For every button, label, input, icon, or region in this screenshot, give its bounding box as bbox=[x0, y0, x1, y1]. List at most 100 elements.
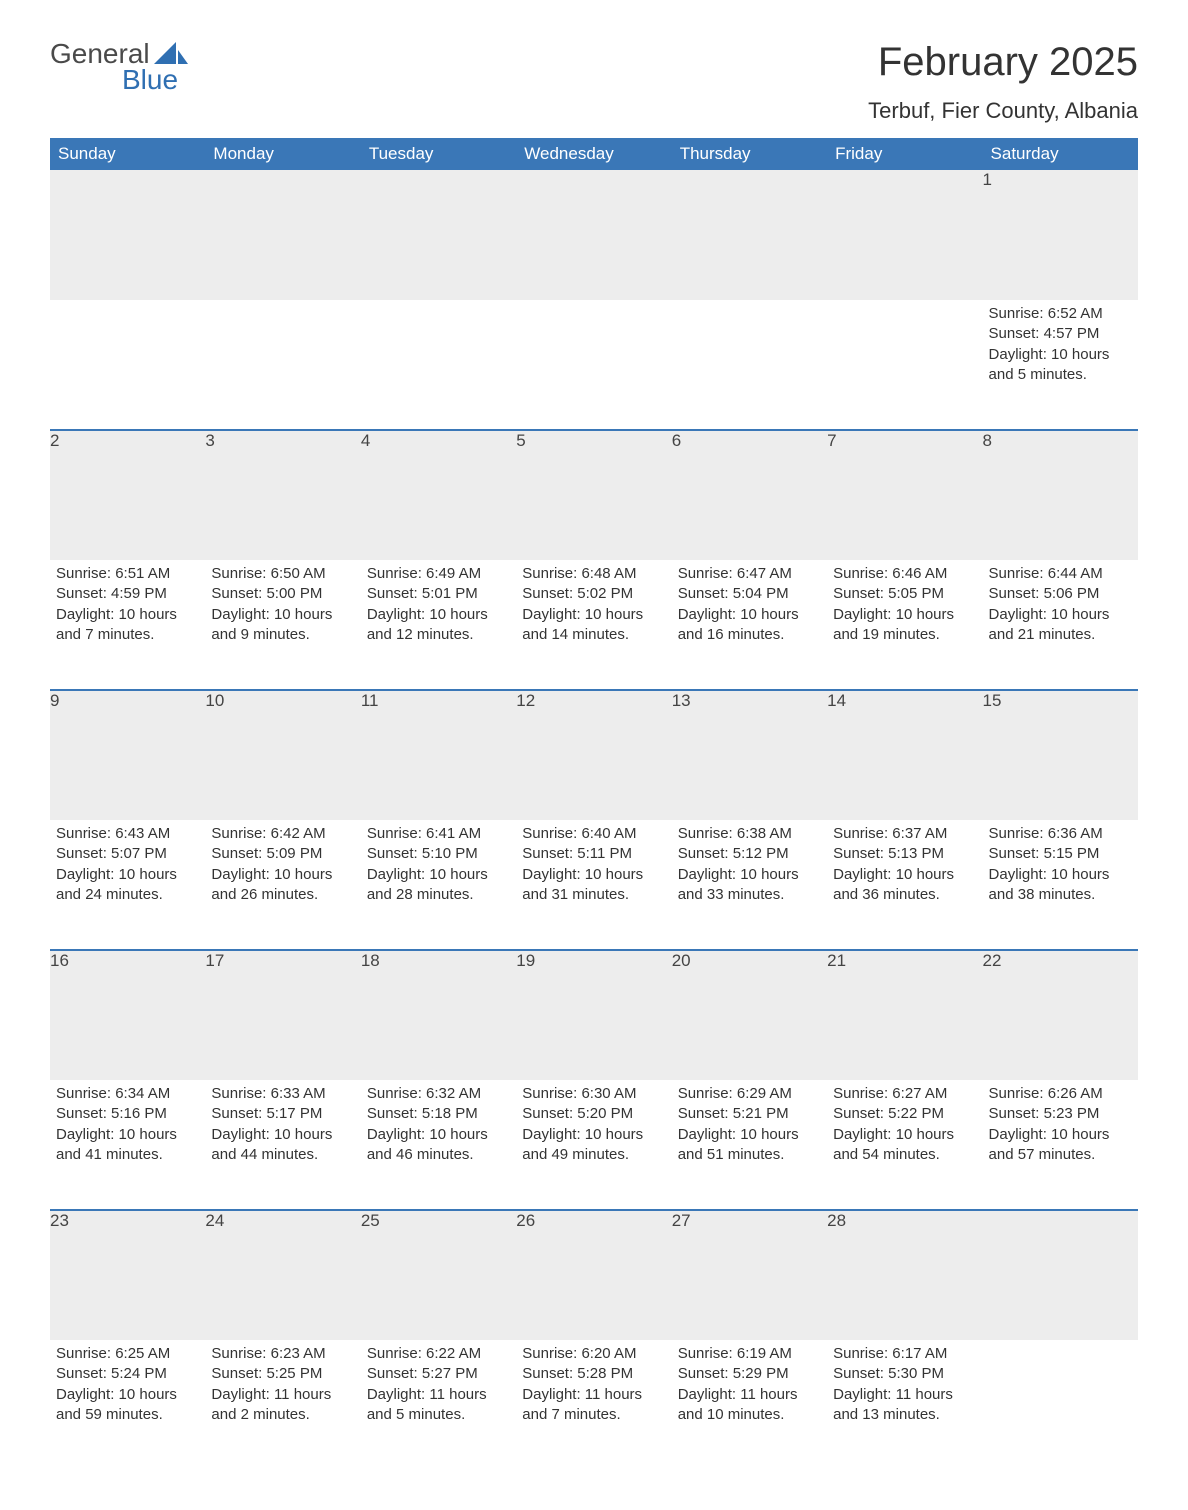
day-number-cell: 5 bbox=[516, 430, 671, 560]
day-number-cell bbox=[50, 170, 205, 300]
sunset-line: Sunset: 5:10 PM bbox=[367, 844, 510, 864]
daylight-line: Daylight: 11 hours and 10 minutes. bbox=[678, 1385, 821, 1426]
daylight-line: Daylight: 10 hours and 49 minutes. bbox=[522, 1125, 665, 1166]
daydata-row: Sunrise: 6:34 AMSunset: 5:16 PM Daylight:… bbox=[50, 1080, 1138, 1210]
day-details: Sunrise: 6:50 AMSunset: 5:00 PMDaylight:… bbox=[205, 560, 360, 659]
sunrise-line: Sunrise: 6:17 AM bbox=[833, 1344, 976, 1364]
sunrise-line: Sunrise: 6:51 AM bbox=[56, 564, 199, 584]
daylight-line: Daylight: 10 hours and 36 minutes. bbox=[833, 865, 976, 906]
day-cell: Sunrise: 6:47 AMSunset: 5:04 PMDaylight:… bbox=[672, 560, 827, 690]
day-details: Sunrise: 6:41 AMSunset: 5:10 PMDaylight:… bbox=[361, 820, 516, 919]
day-cell: Sunrise: 6:32 AMSunset: 5:18 PMDaylight:… bbox=[361, 1080, 516, 1210]
day-number-cell: 21 bbox=[827, 950, 982, 1080]
daylight-line: Daylight: 10 hours and 51 minutes. bbox=[678, 1125, 821, 1166]
day-cell bbox=[516, 300, 671, 430]
daylight-line: Daylight: 10 hours and 19 minutes. bbox=[833, 605, 976, 646]
daylight-line: Daylight: 11 hours and 7 minutes. bbox=[522, 1385, 665, 1426]
weekday-header-row: Sunday Monday Tuesday Wednesday Thursday… bbox=[50, 138, 1138, 170]
day-cell: Sunrise: 6:29 AMSunset: 5:21 PMDaylight:… bbox=[672, 1080, 827, 1210]
day-details: Sunrise: 6:52 AMSunset: 4:57 PMDaylight:… bbox=[983, 300, 1138, 399]
sunset-line: Sunset: 5:02 PM bbox=[522, 584, 665, 604]
day-details: Sunrise: 6:46 AMSunset: 5:05 PMDaylight:… bbox=[827, 560, 982, 659]
day-number-cell: 18 bbox=[361, 950, 516, 1080]
sunset-line: Sunset: 5:04 PM bbox=[678, 584, 821, 604]
sunset-line: Sunset: 4:57 PM bbox=[989, 324, 1132, 344]
day-cell bbox=[205, 300, 360, 430]
daydata-row: Sunrise: 6:25 AMSunset: 5:24 PM Daylight:… bbox=[50, 1340, 1138, 1470]
day-number-cell bbox=[516, 170, 671, 300]
day-details: Sunrise: 6:47 AMSunset: 5:04 PMDaylight:… bbox=[672, 560, 827, 659]
day-cell bbox=[361, 300, 516, 430]
daylight-line: Daylight: 10 hours and 7 minutes. bbox=[56, 605, 199, 646]
sunset-line: Sunset: 5:12 PM bbox=[678, 844, 821, 864]
daydata-row: Sunrise: 6:51 AMSunset: 4:59 PMDaylight:… bbox=[50, 560, 1138, 690]
weekday-header: Friday bbox=[827, 138, 982, 170]
sunrise-line: Sunrise: 6:50 AM bbox=[211, 564, 354, 584]
calendar-table: Sunday Monday Tuesday Wednesday Thursday… bbox=[50, 138, 1138, 1470]
weekday-header: Tuesday bbox=[361, 138, 516, 170]
day-details: Sunrise: 6:36 AMSunset: 5:15 PMDaylight:… bbox=[983, 820, 1138, 919]
sunset-line: Sunset: 5:22 PM bbox=[833, 1104, 976, 1124]
logo-sail-icon bbox=[154, 42, 188, 66]
day-number-cell: 4 bbox=[361, 430, 516, 560]
day-number-cell bbox=[205, 170, 360, 300]
sunrise-line: Sunrise: 6:30 AM bbox=[522, 1084, 665, 1104]
sunset-line: Sunset: 4:59 PM bbox=[56, 584, 199, 604]
day-cell: Sunrise: 6:37 AMSunset: 5:13 PMDaylight:… bbox=[827, 820, 982, 950]
day-details: Sunrise: 6:38 AMSunset: 5:12 PMDaylight:… bbox=[672, 820, 827, 919]
day-details: Sunrise: 6:19 AMSunset: 5:29 PMDaylight:… bbox=[672, 1340, 827, 1439]
sunset-line: Sunset: 5:20 PM bbox=[522, 1104, 665, 1124]
day-number-cell: 11 bbox=[361, 690, 516, 820]
day-number-cell: 1 bbox=[983, 170, 1138, 300]
day-number-cell: 12 bbox=[516, 690, 671, 820]
sunrise-line: Sunrise: 6:34 AM bbox=[56, 1084, 199, 1104]
day-cell: Sunrise: 6:30 AMSunset: 5:20 PMDaylight:… bbox=[516, 1080, 671, 1210]
daynum-row: 232425262728 bbox=[50, 1210, 1138, 1340]
day-number-cell: 24 bbox=[205, 1210, 360, 1340]
sunrise-line: Sunrise: 6:25 AM bbox=[56, 1344, 199, 1364]
sunrise-line: Sunrise: 6:52 AM bbox=[989, 304, 1132, 324]
sunrise-line: Sunrise: 6:43 AM bbox=[56, 824, 199, 844]
daylight-line: Daylight: 10 hours and 44 minutes. bbox=[211, 1125, 354, 1166]
day-number-cell bbox=[827, 170, 982, 300]
sunset-line: Sunset: 5:17 PM bbox=[211, 1104, 354, 1124]
day-number-cell: 13 bbox=[672, 690, 827, 820]
logo-word-2: Blue bbox=[50, 66, 188, 94]
day-cell: Sunrise: 6:25 AMSunset: 5:24 PMDaylight:… bbox=[50, 1340, 205, 1470]
day-details: Sunrise: 6:22 AMSunset: 5:27 PMDaylight:… bbox=[361, 1340, 516, 1439]
sunrise-line: Sunrise: 6:26 AM bbox=[989, 1084, 1132, 1104]
sunset-line: Sunset: 5:18 PM bbox=[367, 1104, 510, 1124]
day-details: Sunrise: 6:29 AMSunset: 5:21 PMDaylight:… bbox=[672, 1080, 827, 1179]
day-cell: Sunrise: 6:51 AMSunset: 4:59 PMDaylight:… bbox=[50, 560, 205, 690]
sunrise-line: Sunrise: 6:33 AM bbox=[211, 1084, 354, 1104]
day-cell bbox=[50, 300, 205, 430]
sunrise-line: Sunrise: 6:44 AM bbox=[989, 564, 1132, 584]
daylight-line: Daylight: 10 hours and 14 minutes. bbox=[522, 605, 665, 646]
day-details: Sunrise: 6:32 AMSunset: 5:18 PMDaylight:… bbox=[361, 1080, 516, 1179]
day-details: Sunrise: 6:43 AMSunset: 5:07 PMDaylight:… bbox=[50, 820, 205, 919]
day-cell: Sunrise: 6:20 AMSunset: 5:28 PMDaylight:… bbox=[516, 1340, 671, 1470]
weekday-header: Sunday bbox=[50, 138, 205, 170]
weekday-header: Wednesday bbox=[516, 138, 671, 170]
day-number-cell: 6 bbox=[672, 430, 827, 560]
day-details: Sunrise: 6:49 AMSunset: 5:01 PMDaylight:… bbox=[361, 560, 516, 659]
daylight-line: Daylight: 10 hours and 54 minutes. bbox=[833, 1125, 976, 1166]
day-details: Sunrise: 6:42 AMSunset: 5:09 PMDaylight:… bbox=[205, 820, 360, 919]
day-number-cell: 16 bbox=[50, 950, 205, 1080]
daylight-line: Daylight: 10 hours and 33 minutes. bbox=[678, 865, 821, 906]
day-details: Sunrise: 6:48 AMSunset: 5:02 PMDaylight:… bbox=[516, 560, 671, 659]
daylight-line: Daylight: 10 hours and 16 minutes. bbox=[678, 605, 821, 646]
sunset-line: Sunset: 5:13 PM bbox=[833, 844, 976, 864]
location-subtitle: Terbuf, Fier County, Albania bbox=[50, 98, 1138, 124]
day-details: Sunrise: 6:33 AMSunset: 5:17 PMDaylight:… bbox=[205, 1080, 360, 1179]
sunrise-line: Sunrise: 6:19 AM bbox=[678, 1344, 821, 1364]
sunset-line: Sunset: 5:09 PM bbox=[211, 844, 354, 864]
day-number-cell: 8 bbox=[983, 430, 1138, 560]
day-cell: Sunrise: 6:38 AMSunset: 5:12 PMDaylight:… bbox=[672, 820, 827, 950]
sunrise-line: Sunrise: 6:36 AM bbox=[989, 824, 1132, 844]
sunset-line: Sunset: 5:24 PM bbox=[56, 1364, 199, 1384]
sunset-line: Sunset: 5:16 PM bbox=[56, 1104, 199, 1124]
sunset-line: Sunset: 5:28 PM bbox=[522, 1364, 665, 1384]
sunset-line: Sunset: 5:15 PM bbox=[989, 844, 1132, 864]
day-cell: Sunrise: 6:44 AMSunset: 5:06 PMDaylight:… bbox=[983, 560, 1138, 690]
